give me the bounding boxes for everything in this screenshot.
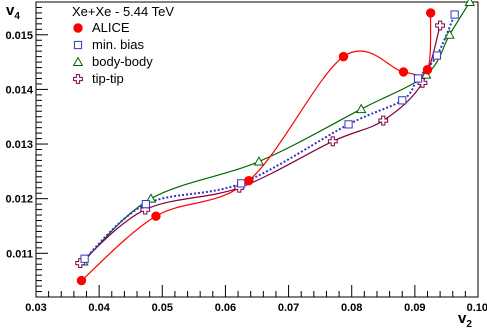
x-tick-label: 0.10 <box>467 302 487 314</box>
x-tick-label: 0.07 <box>278 302 299 314</box>
data-point-min-bias <box>398 96 407 105</box>
data-point-tip-tip <box>378 115 389 126</box>
y-tick-label: 0.011 <box>6 248 33 260</box>
data-point-alice <box>151 211 161 221</box>
x-tick-label: 0.06 <box>215 302 236 314</box>
data-point-alice <box>425 8 436 18</box>
x-tick-label: 0.04 <box>88 302 110 314</box>
data-point-body-body <box>253 156 265 166</box>
data-point-tip-tip <box>435 20 446 31</box>
data-point-alice <box>244 175 254 186</box>
legend-label: min. bias <box>92 37 145 52</box>
data-point-alice <box>338 51 349 62</box>
y-axis-title-main: v <box>6 2 15 19</box>
x-tick-label: 0.09 <box>404 302 425 314</box>
data-point-body-body <box>464 0 476 7</box>
data-point-body-body <box>444 29 455 39</box>
x-tick-label: 0.05 <box>152 302 173 314</box>
legend: Xe+Xe - 5.44 TeV ALICE min. bias body-body… <box>72 4 174 86</box>
data-point-alice <box>76 275 87 286</box>
data-point-min-bias <box>344 120 353 129</box>
legend-label: tip-tip <box>92 71 124 86</box>
series-line-min-bias <box>83 14 456 260</box>
y-tick-label: 0.014 <box>5 84 33 96</box>
data-point-alice <box>422 65 433 75</box>
y-tick-label: 0.012 <box>5 194 33 206</box>
y-axis-title: v4 <box>6 2 20 22</box>
axis-ticks <box>35 1 479 298</box>
data-point-alice <box>398 67 409 77</box>
tick-labels: 0.03 0.04 0.05 0.06 0.07 0.08 0.09 0.10 0.011 0.0… <box>5 30 487 314</box>
data-point-min-bias <box>237 179 246 188</box>
x-tick-label: 0.03 <box>25 302 46 314</box>
series-markers <box>75 0 476 286</box>
data-point-min-bias <box>413 74 423 83</box>
legend-title: Xe+Xe - 5.44 TeV <box>72 4 174 19</box>
legend-marker-tip-tip <box>73 74 83 84</box>
y-tick-label: 0.013 <box>5 139 33 151</box>
data-point-min-bias <box>141 200 150 209</box>
data-point-min-bias <box>80 254 89 263</box>
legend-label: body-body <box>92 54 153 69</box>
y-tick-label: 0.015 <box>5 30 33 42</box>
x-tick-label: 0.08 <box>341 302 362 314</box>
data-point-min-bias <box>432 51 442 60</box>
y-axis-title-sub: 4 <box>14 11 20 22</box>
x-axis-title-sub: 2 <box>466 319 472 330</box>
legend-marker-body-body <box>72 56 84 67</box>
x-axis-title: v2 <box>458 310 472 330</box>
legend-marker-alice <box>73 23 83 33</box>
data-point-body-body <box>355 103 367 114</box>
legend-label: ALICE <box>92 20 130 35</box>
x-axis-title-main: v <box>458 310 467 327</box>
data-point-tip-tip <box>327 136 338 147</box>
data-point-min-bias <box>450 10 459 19</box>
legend-marker-min-bias <box>73 40 83 50</box>
